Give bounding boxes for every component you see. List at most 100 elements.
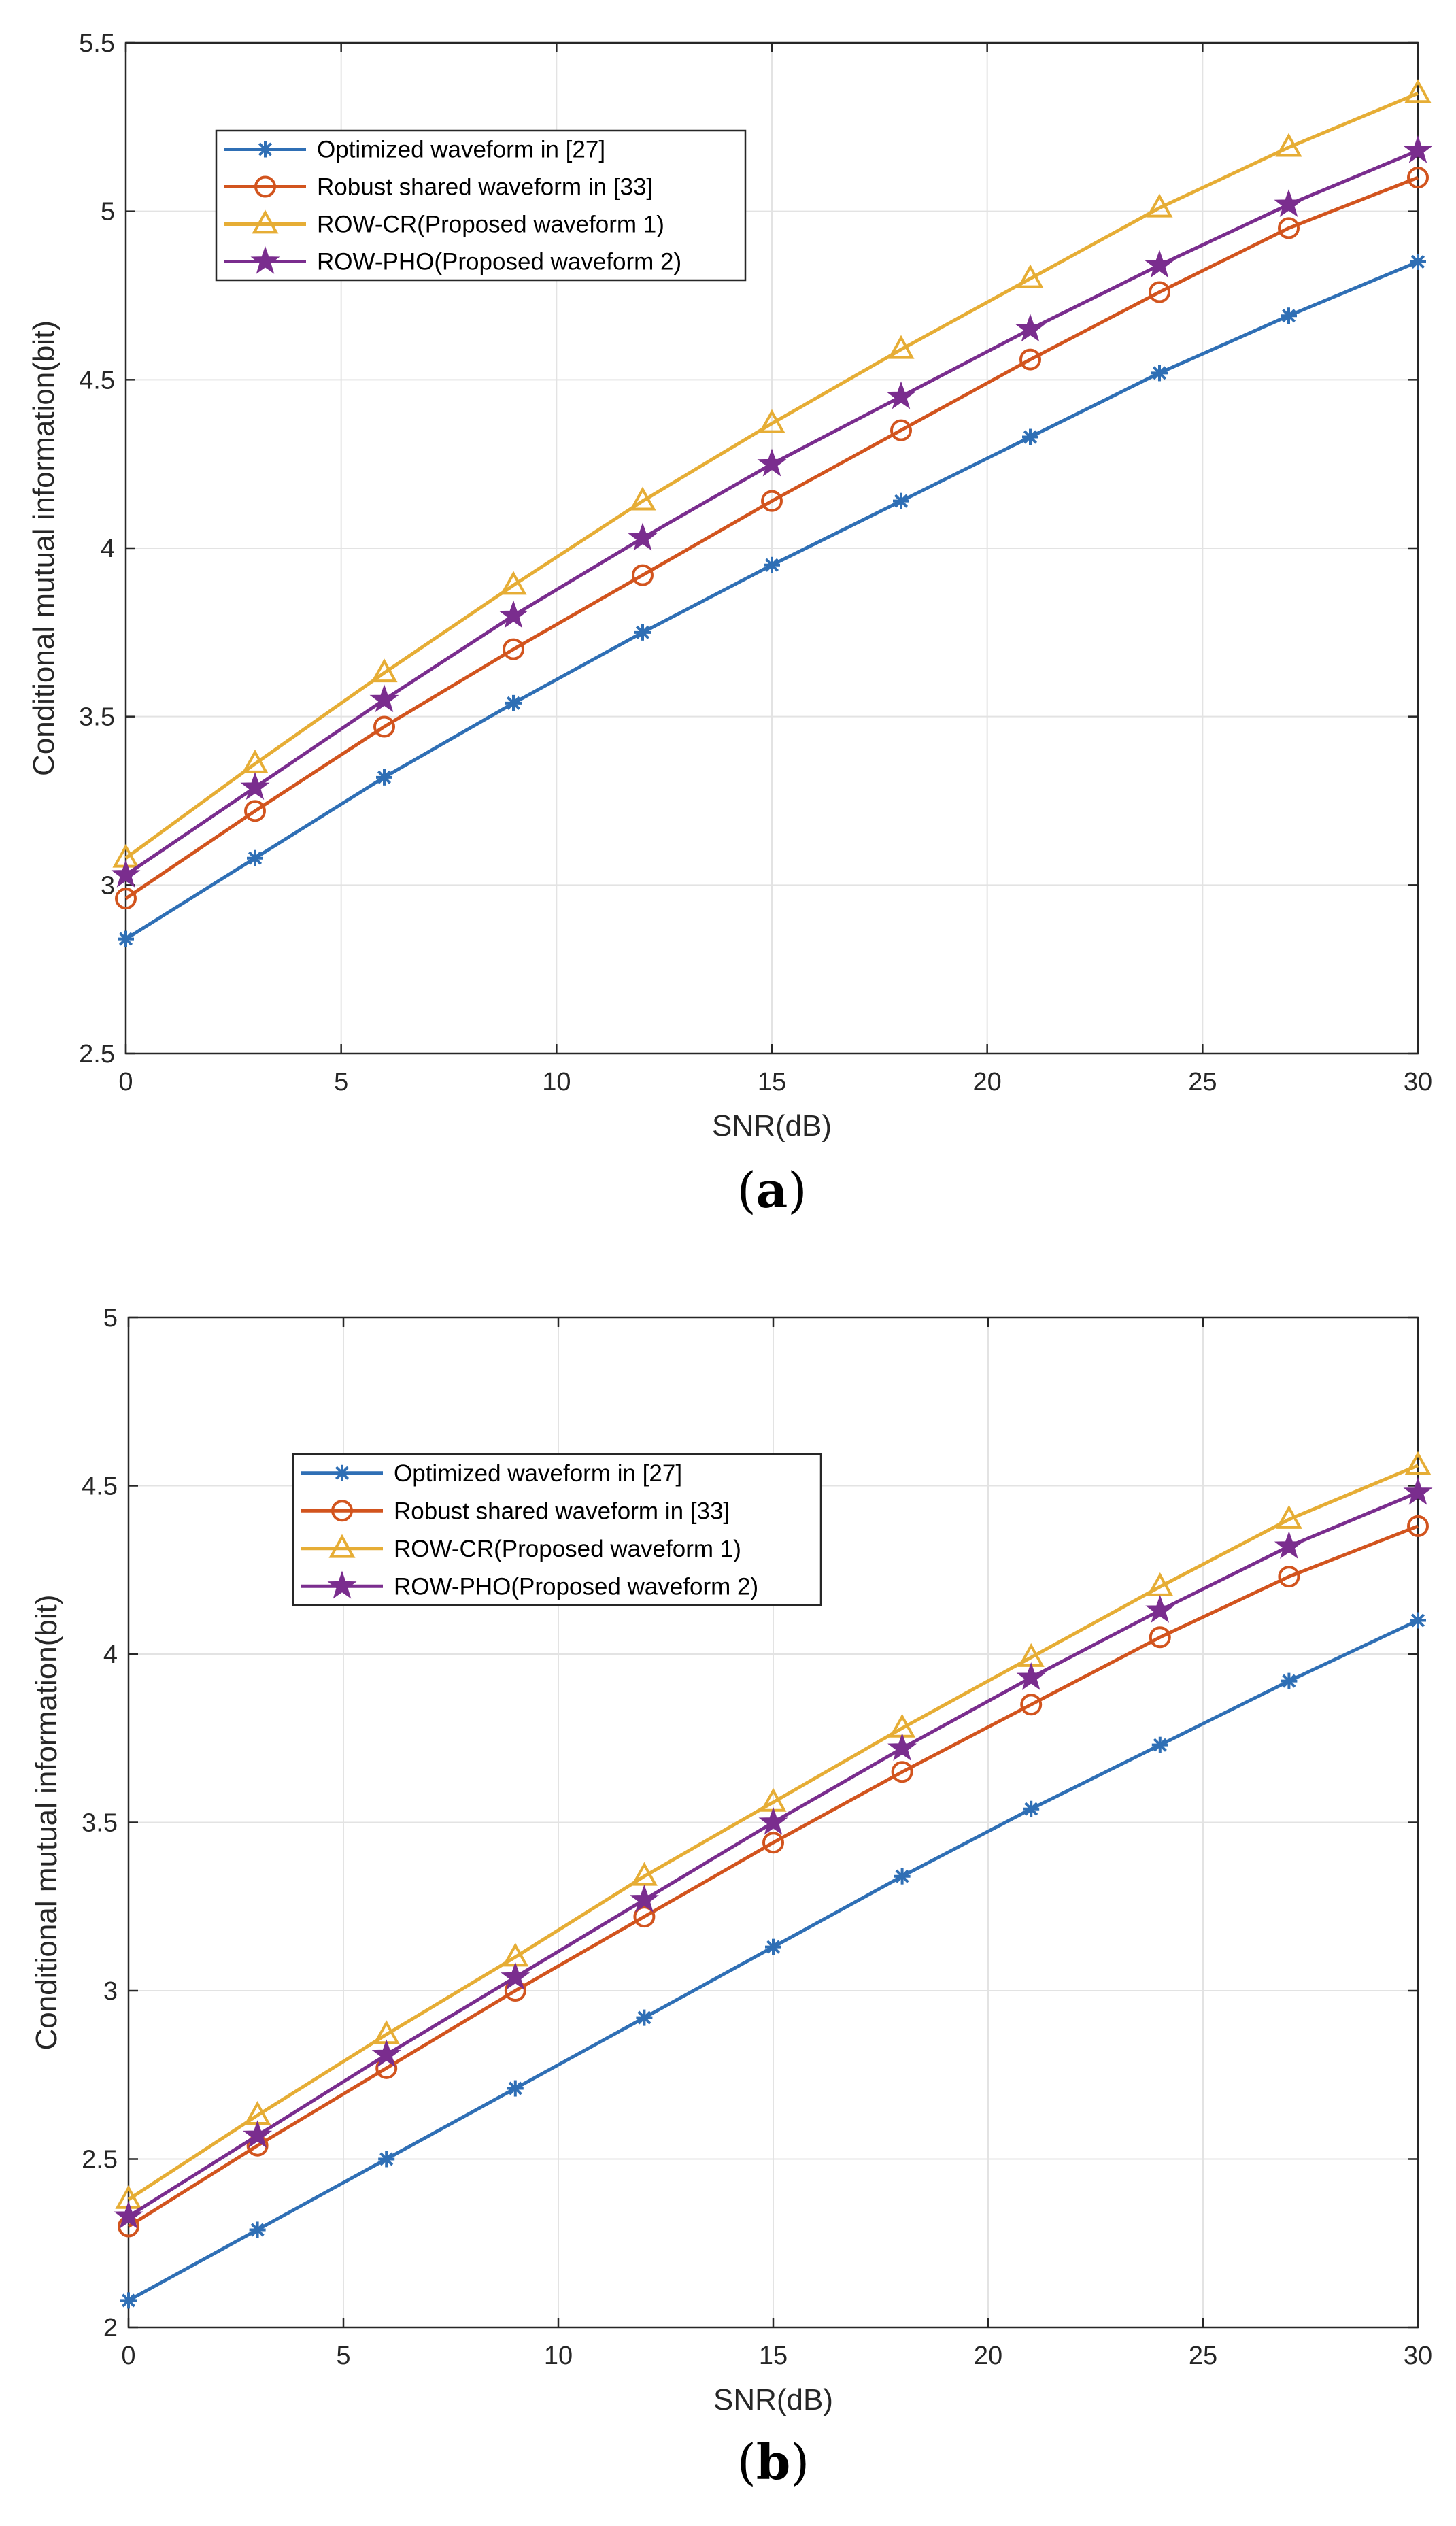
data-point-marker (114, 2201, 143, 2229)
data-point-marker (1147, 1572, 1174, 1596)
data-point-marker (498, 600, 528, 628)
x-tick-label: 30 (1404, 2342, 1432, 2370)
data-point-marker (369, 684, 399, 713)
legend: Optimized waveform in [27] Robust shared … (215, 129, 747, 282)
data-point-marker (629, 1884, 659, 1913)
data-point-marker (244, 800, 266, 822)
y-axis-label: Conditional mutual information(bit) (30, 1594, 63, 2050)
data-point-marker (1022, 428, 1038, 445)
data-point-marker (633, 1906, 656, 1928)
legend-label: Optimized waveform in [27] (317, 137, 605, 163)
data-point-marker (1410, 1612, 1426, 1629)
legend-item: Robust shared waveform in [33] (224, 174, 653, 201)
data-point-marker (1281, 307, 1297, 324)
legend-marker (327, 1570, 357, 1599)
data-point-marker (893, 492, 909, 509)
legend-label: Robust shared waveform in [33] (317, 174, 653, 201)
panel-caption: (a) (737, 1161, 807, 1219)
data-point-marker (1278, 217, 1300, 239)
data-point-marker (764, 556, 780, 573)
y-tick-label: 5.5 (79, 29, 115, 58)
legend-marker (328, 1534, 356, 1558)
series-line (127, 1464, 1419, 2201)
series-robust (118, 1515, 1429, 2238)
y-tick-label: 4 (103, 1640, 118, 1669)
data-point-marker (628, 522, 658, 551)
y-tick-label: 4.5 (82, 1472, 118, 1501)
series-robust (115, 167, 1429, 910)
data-point-marker (758, 1806, 788, 1835)
data-point-marker (636, 2009, 653, 2026)
legend-marker (250, 246, 280, 274)
data-point-marker (1274, 1531, 1304, 1559)
data-point-marker (762, 1832, 784, 1854)
caption-letter: b (756, 2433, 790, 2491)
x-axis-label: SNR(dB) (712, 1109, 832, 1143)
series-line (124, 91, 1419, 860)
data-point-marker (1407, 167, 1429, 189)
data-point-marker (378, 2151, 395, 2168)
x-tick-label: 5 (336, 2342, 350, 2370)
legend-item: ROW-PHO(Proposed waveform 2) (301, 1570, 758, 1600)
y-axis-label: Conditional mutual information(bit) (27, 320, 61, 776)
legend-item: ROW-PHO(Proposed waveform 2) (224, 246, 681, 275)
y-tick-label: 3.5 (79, 703, 115, 732)
x-tick-label: 10 (544, 2342, 573, 2370)
data-point-marker (1404, 1451, 1432, 1475)
y-tick-label: 3 (101, 871, 115, 900)
data-point-marker (634, 624, 651, 641)
y-tick-label: 2.5 (79, 1040, 115, 1068)
data-point-marker (758, 409, 785, 433)
data-point-marker (249, 2221, 266, 2238)
data-point-marker (240, 772, 270, 800)
legend-marker (252, 209, 279, 234)
data-point-marker (1404, 79, 1432, 103)
data-point-marker (1410, 253, 1426, 270)
data-point-marker (1278, 1566, 1300, 1588)
x-tick-label: 0 (118, 1068, 133, 1096)
data-point-marker (1145, 250, 1174, 278)
panel-caption: (b) (737, 2433, 810, 2491)
data-point-marker (632, 564, 654, 586)
data-point-marker (505, 694, 522, 711)
data-point-marker (503, 638, 524, 660)
data-point-marker (115, 888, 137, 910)
x-tick-label: 15 (759, 2342, 788, 2370)
y-tick-label: 4 (101, 535, 115, 563)
data-point-marker (887, 1733, 917, 1761)
data-point-marker (371, 2039, 401, 2068)
x-tick-label: 20 (974, 2342, 1002, 2370)
legend-label: ROW-PHO(Proposed waveform 2) (317, 249, 681, 275)
x-axis-label: SNR(dB) (713, 2383, 833, 2416)
data-point-marker (630, 1862, 658, 1886)
legend-marker (254, 175, 276, 198)
caption-open: ( (737, 2434, 756, 2491)
data-point-marker (629, 486, 656, 511)
series-rowpho (111, 135, 1433, 888)
legend-label: Optimized waveform in [27] (394, 1460, 682, 1487)
legend-label: ROW-CR(Proposed waveform 1) (317, 212, 664, 238)
data-point-marker (761, 490, 783, 512)
data-point-marker (1275, 1504, 1302, 1529)
data-point-marker (371, 658, 398, 683)
data-point-marker (1149, 281, 1170, 303)
legend-box (292, 1453, 822, 1606)
series-rowcr (112, 79, 1432, 868)
legend-marker (257, 141, 273, 158)
x-tick-label: 0 (121, 2342, 135, 2370)
y-tick-label: 3.5 (82, 1809, 118, 1838)
data-point-marker (120, 2292, 137, 2309)
x-tick-label: 15 (758, 1068, 786, 1096)
data-point-marker (894, 1868, 911, 1885)
series-optimized (118, 253, 1426, 947)
legend-item: ROW-CR(Proposed waveform 1) (224, 209, 664, 238)
data-point-marker (1274, 189, 1304, 218)
legend-box (215, 129, 747, 282)
data-point-marker (757, 448, 787, 477)
data-point-marker (501, 1961, 530, 1990)
data-point-marker (1145, 1595, 1175, 1623)
data-point-marker (1146, 193, 1173, 218)
x-tick-label: 25 (1188, 1068, 1217, 1096)
legend-item: Optimized waveform in [27] (301, 1460, 682, 1487)
series-line (124, 175, 1419, 900)
